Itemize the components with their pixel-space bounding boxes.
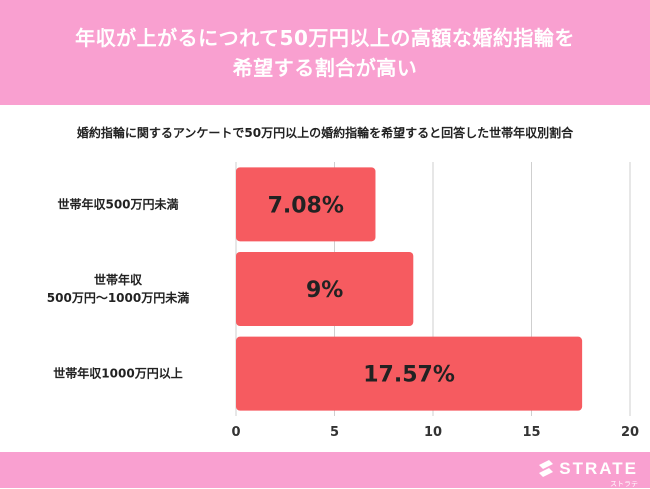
x-tick-label: 15 xyxy=(522,425,540,440)
bar xyxy=(236,252,414,326)
title-line-1: 年収が上がるにつれて50万円以上の高額な婚約指輪を xyxy=(75,25,575,50)
x-tick-label: 0 xyxy=(231,425,240,440)
category-label: 500万円〜1000万円未満 xyxy=(47,290,189,305)
strate-logo-icon xyxy=(539,460,554,477)
footer-banner: STRATE ストラテ xyxy=(0,452,650,488)
category-label: 世帯年収500万円未満 xyxy=(57,196,178,211)
title-banner: 年収が上がるにつれて50万円以上の高額な婚約指輪を 希望する割合が高い xyxy=(0,0,650,105)
strate-logo: STRATE ストラテ xyxy=(533,456,638,488)
data-label: 9% xyxy=(306,278,343,303)
bar xyxy=(236,167,376,242)
chart-subtitle: 婚約指輪に関するアンケートで50万円以上の婚約指輪を希望すると回答した世帯年収別… xyxy=(76,126,574,140)
logo-kana: ストラテ xyxy=(610,480,638,488)
bars: 7.08% 9% 17.57% xyxy=(236,167,583,411)
logo-text: STRATE xyxy=(559,459,638,478)
category-label: 世帯年収 xyxy=(94,272,143,287)
title-line-2: 希望する割合が高い xyxy=(232,55,418,80)
category-label: 世帯年収1000万円以上 xyxy=(53,366,182,381)
x-tick-labels: 0 5 10 15 20 xyxy=(231,425,639,440)
data-label: 17.57% xyxy=(363,363,455,388)
x-tick-label: 5 xyxy=(330,425,339,440)
bar xyxy=(236,336,583,411)
x-tick-label: 20 xyxy=(621,425,639,440)
data-label: 7.08% xyxy=(268,193,344,218)
x-tick-label: 10 xyxy=(424,425,442,440)
